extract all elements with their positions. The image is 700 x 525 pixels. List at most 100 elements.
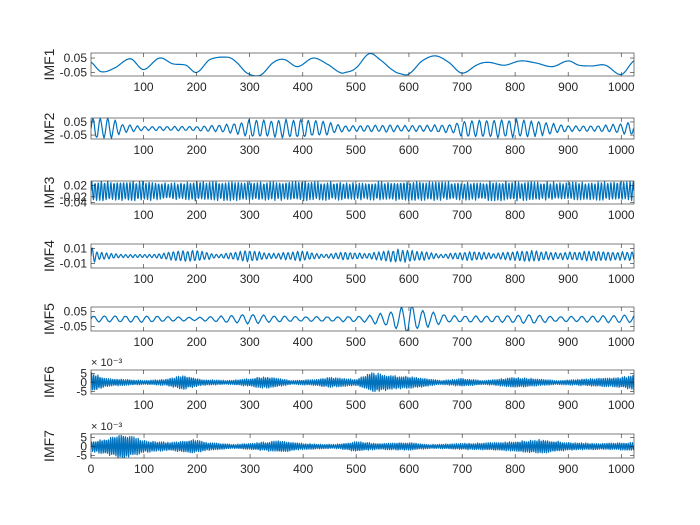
- x-tick-label: 900: [558, 272, 578, 286]
- x-tick-label: 900: [558, 462, 578, 476]
- axes-box: [90, 369, 635, 395]
- x-tick-label: 300: [240, 398, 260, 412]
- x-tick-label: 400: [293, 272, 313, 286]
- x-tick-label: 700: [452, 335, 472, 349]
- y-axis-label: IMF6: [41, 366, 57, 398]
- x-tick-label: 1000: [608, 208, 635, 222]
- x-tick-label: 300: [240, 143, 260, 157]
- y-tick-label: 0.01: [64, 242, 88, 256]
- x-tick-label: 1000: [608, 398, 635, 412]
- y-axis-label: IMF7: [41, 430, 57, 462]
- x-tick-label: 300: [240, 335, 260, 349]
- x-tick-label: 100: [134, 143, 154, 157]
- x-tick-label: 900: [558, 80, 578, 94]
- x-tick-label: 400: [293, 143, 313, 157]
- x-tick-label: 900: [558, 335, 578, 349]
- y-tick-label: 0: [80, 375, 87, 389]
- y-tick-label: 0.05: [64, 305, 88, 319]
- y-exponent-label: × 10⁻³: [91, 357, 123, 369]
- axes-box: [90, 117, 635, 140]
- y-tick-label: -5: [76, 448, 87, 462]
- x-tick-label: 500: [346, 462, 366, 476]
- y-tick-label: -0.01: [60, 257, 88, 271]
- x-tick-label: 600: [399, 462, 419, 476]
- axes-box: [90, 243, 635, 269]
- x-tick-label: 400: [293, 80, 313, 94]
- x-tick-label: 100: [134, 208, 154, 222]
- x-tick-label: 500: [346, 398, 366, 412]
- x-tick-label: 400: [293, 208, 313, 222]
- x-tick-label: 900: [558, 398, 578, 412]
- x-tick-label: 600: [399, 335, 419, 349]
- x-tick-label: 900: [558, 208, 578, 222]
- x-tick-label: 1000: [608, 335, 635, 349]
- x-tick-label: 1000: [608, 462, 635, 476]
- x-tick-label: 100: [134, 272, 154, 286]
- y-tick-label: -0.05: [60, 65, 88, 79]
- y-tick-label: -0.02: [60, 190, 88, 204]
- x-tick-label: 700: [452, 398, 472, 412]
- x-tick-label: 700: [452, 208, 472, 222]
- imf-panel-2: 100 200 300 400 500 600 700 800 900 1000 -0.050.05…: [41, 112, 635, 157]
- x-tick-label: 1000: [608, 272, 635, 286]
- imf-7-signal-line: [91, 434, 634, 458]
- x-tick-label: 100: [134, 462, 154, 476]
- y-tick-label: 0.05: [64, 115, 88, 129]
- x-tick-label: 800: [505, 208, 525, 222]
- x-tick-label: 500: [346, 143, 366, 157]
- x-tick-label: 700: [452, 143, 472, 157]
- x-tick-label: 800: [505, 272, 525, 286]
- y-tick-label: 5: [80, 367, 87, 381]
- x-tick-label: 100: [134, 398, 154, 412]
- y-axis-label: IMF4: [41, 240, 57, 272]
- y-tick-label: 0.02: [64, 178, 88, 192]
- x-tick-label: 300: [240, 462, 260, 476]
- imf-1-signal-line: [91, 53, 634, 76]
- x-tick-label: 300: [240, 272, 260, 286]
- imf-5-signal-line: [91, 307, 634, 331]
- imf-panel-1: 100 200 300 400 500 600 700 800 900 1000 -0.050.05…: [41, 48, 635, 94]
- x-tick-label: 800: [505, 143, 525, 157]
- x-tick-label: 400: [293, 335, 313, 349]
- x-tick-label: 200: [187, 143, 207, 157]
- y-tick-label: 0.05: [64, 51, 88, 65]
- x-tick-label: 600: [399, 398, 419, 412]
- imf-4-signal-line: [91, 247, 634, 263]
- x-tick-label: 300: [240, 80, 260, 94]
- x-tick-label: 500: [346, 80, 366, 94]
- x-tick-label: 700: [452, 462, 472, 476]
- x-tick-label: 300: [240, 208, 260, 222]
- axes-box: [90, 306, 635, 332]
- x-tick-label: 600: [399, 208, 419, 222]
- axes-box: [90, 52, 635, 77]
- x-tick-label: 200: [187, 335, 207, 349]
- x-tick-label: 200: [187, 398, 207, 412]
- x-tick-label: 200: [187, 80, 207, 94]
- x-tick-label: 500: [346, 208, 366, 222]
- x-tick-label: 600: [399, 143, 419, 157]
- y-tick-label: -0.04: [60, 196, 88, 210]
- x-tick-label: 400: [293, 462, 313, 476]
- x-tick-label: 100: [134, 335, 154, 349]
- x-tick-label: 900: [558, 143, 578, 157]
- imf-panel-7: 0 100 200 300 400 500 600 700 800 900 1000-505IMF7…: [41, 421, 635, 476]
- x-tick-label: 800: [505, 335, 525, 349]
- x-tick-label: 400: [293, 398, 313, 412]
- imf-3-signal-line: [91, 181, 634, 202]
- y-axis-label: IMF3: [41, 176, 57, 208]
- y-exponent-label: × 10⁻³: [91, 421, 123, 433]
- y-axis-label: IMF1: [41, 48, 57, 80]
- x-tick-label: 200: [187, 272, 207, 286]
- y-axis-label: IMF5: [41, 303, 57, 335]
- x-tick-label: 800: [505, 80, 525, 94]
- x-tick-label: 700: [452, 80, 472, 94]
- x-tick-label: 0: [88, 462, 95, 476]
- y-axis-label: IMF2: [41, 112, 57, 144]
- imf-panel-5: 100 200 300 400 500 600 700 800 900 1000 -0.050.05…: [41, 303, 635, 349]
- imf-panel-3: 100 200 300 400 500 600 700 800 900 1000 -0.04-0.0…: [41, 176, 635, 222]
- axes-box: [90, 433, 635, 459]
- x-tick-label: 200: [187, 208, 207, 222]
- imf-6-signal-line: [91, 372, 634, 393]
- x-tick-label: 600: [399, 80, 419, 94]
